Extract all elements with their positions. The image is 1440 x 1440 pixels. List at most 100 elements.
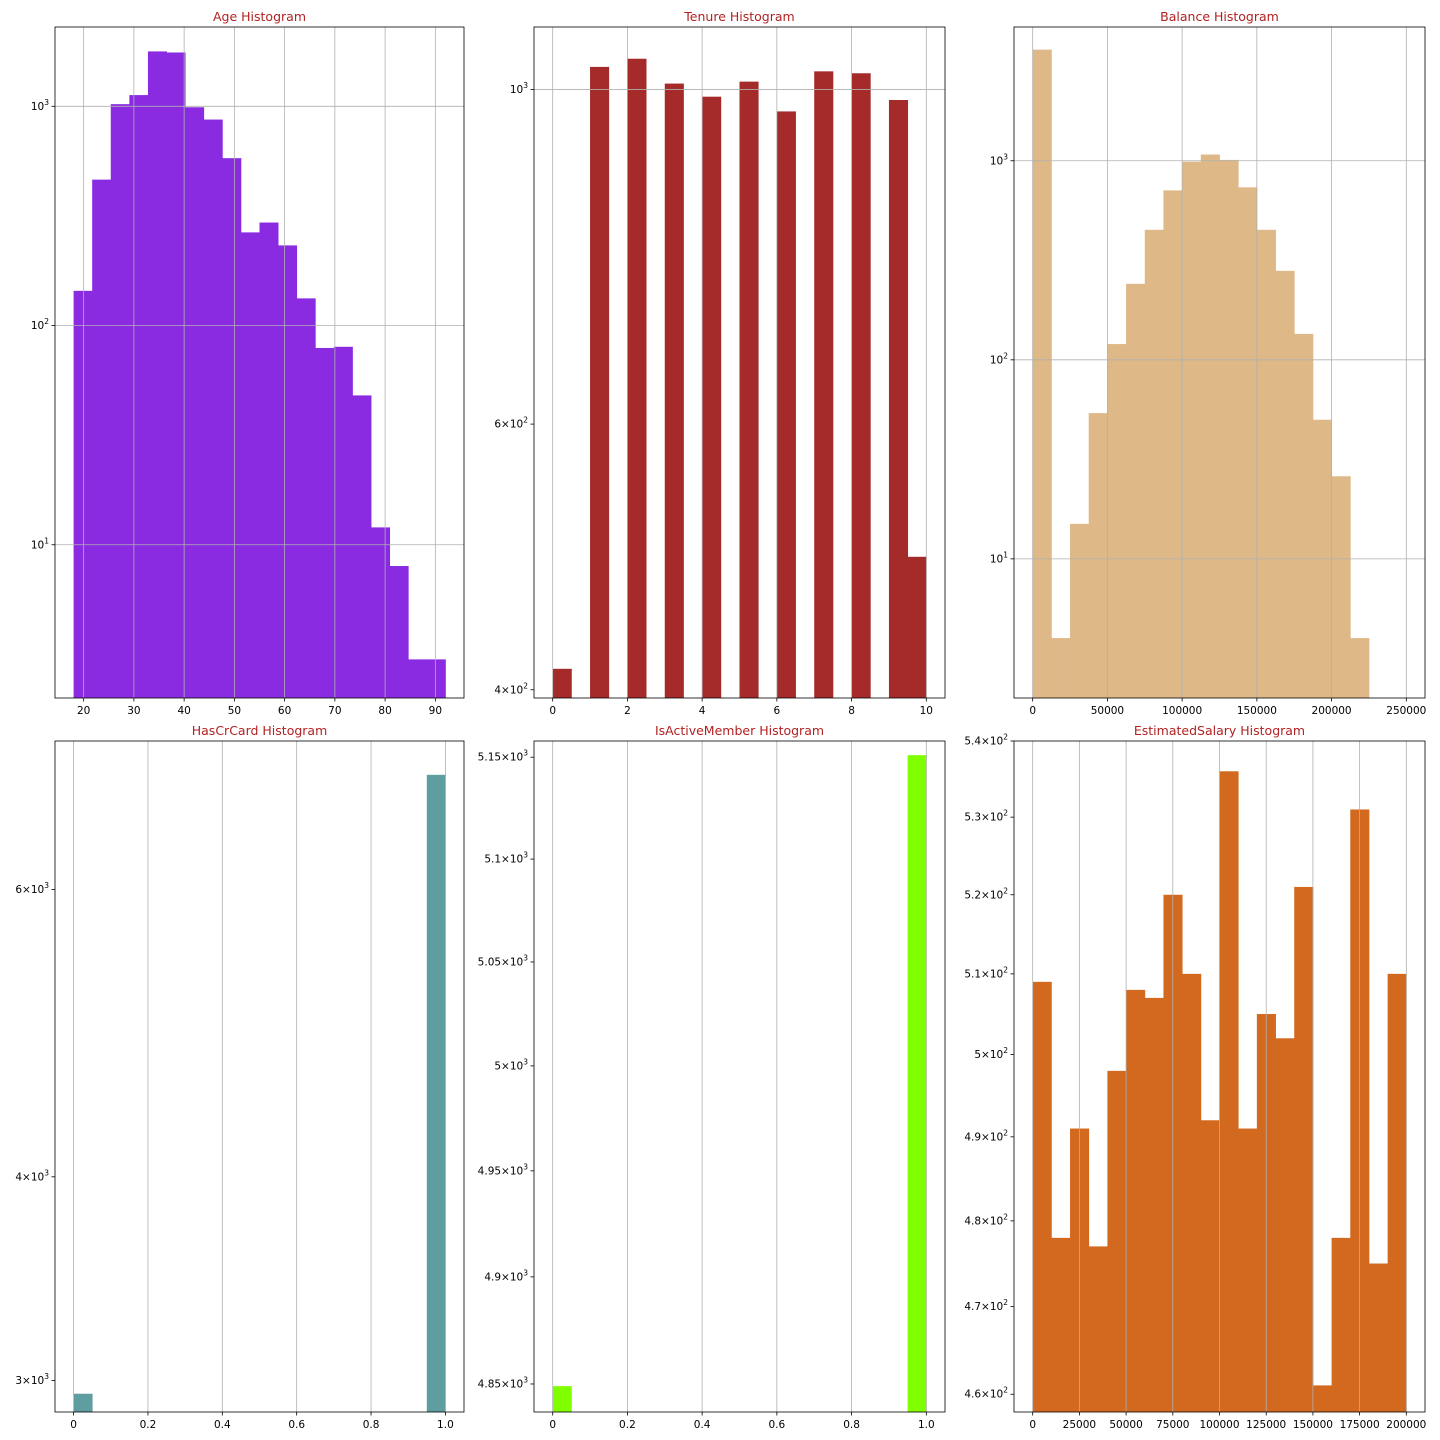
x-tick-label: 0.4 (214, 1419, 231, 1431)
histogram-bar (426, 774, 446, 1412)
x-tick-label: 0 (1029, 1419, 1036, 1431)
x-tick-label: 4 (699, 705, 706, 717)
histogram-bar (851, 73, 871, 699)
y-tick-label: 3×103 (15, 1372, 49, 1387)
y-tick-label: 5×103 (494, 1057, 528, 1072)
histogram-bar (147, 51, 167, 698)
histogram-bar (552, 1386, 572, 1412)
y-tick-label: 6×103 (15, 881, 49, 896)
histogram-bar (1200, 154, 1220, 699)
histogram-panel: 0 0.2 0.4 0.6 0.8 1.0 4.85×103 4.9×103 4.95×103 5… (478, 723, 946, 1431)
histogram-bar (888, 100, 909, 699)
x-tick-label: 30 (127, 705, 140, 717)
histogram-bar (776, 111, 796, 698)
x-tick-label: 100000 (1162, 705, 1202, 717)
axes-frame (54, 740, 465, 1413)
x-tick-label: 0.2 (140, 1419, 157, 1431)
y-tick-label: 4.85×103 (478, 1375, 529, 1390)
x-tick-label: 50 (228, 705, 241, 717)
x-tick-label: 0 (549, 1419, 556, 1431)
axes-frame (54, 26, 465, 699)
histogram-bar (1331, 476, 1351, 698)
x-tick-label: 0.8 (843, 1419, 860, 1431)
histogram-bar (278, 245, 298, 698)
y-tick-label: 5×102 (974, 1046, 1008, 1061)
x-tick-label: 8 (848, 705, 855, 717)
y-tick-label: 4.8×102 (964, 1212, 1008, 1227)
axes-frame (1013, 26, 1426, 699)
panel-title: Tenure Histogram (683, 9, 794, 24)
histogram-bar (1275, 270, 1295, 698)
x-tick-label: 175000 (1340, 1419, 1380, 1431)
histogram-bar (1088, 413, 1108, 698)
histogram-panel: 0 50000 100000 150000 200000 250000 101 102 103 B… (990, 9, 1427, 717)
histogram-bar (814, 71, 834, 699)
histogram-bar (1294, 333, 1314, 698)
histogram-bar (907, 755, 927, 1412)
histogram-bar (73, 290, 93, 698)
histogram-bar (1275, 1038, 1295, 1412)
histogram-bar (702, 96, 722, 698)
histogram-bar (1312, 1385, 1332, 1412)
histogram-bar (590, 66, 610, 698)
histogram-bar (92, 179, 112, 698)
y-tick-label: 4.7×102 (964, 1298, 1008, 1313)
axes-frame (533, 740, 946, 1413)
histogram-panel: 0 2 4 6 8 10 4×102 6×102 103 Tenure Histogram (494, 9, 946, 717)
histogram-bar (1256, 229, 1276, 698)
panel-title: Balance Histogram (1160, 9, 1279, 24)
histogram-bar (426, 659, 446, 698)
x-tick-label: 1.0 (437, 1419, 454, 1431)
histogram-bar (389, 566, 409, 698)
histogram-bar (1126, 989, 1146, 1412)
x-tick-label: 50000 (1091, 705, 1124, 717)
histogram-bar (1387, 973, 1407, 1412)
histogram-bar (1051, 1237, 1071, 1412)
histogram-bar (1070, 523, 1090, 698)
panel-title: IsActiveMember Histogram (655, 723, 824, 738)
x-tick-label: 250000 (1386, 705, 1426, 717)
histogram-panel: 0 25000 50000 75000 100000 125000 150000 175000… (964, 723, 1426, 1431)
y-tick-label: 5.05×103 (478, 953, 529, 968)
histogram-bar (1032, 49, 1052, 699)
y-tick-label: 5.1×103 (484, 851, 528, 866)
x-tick-label: 75000 (1156, 1419, 1189, 1431)
x-tick-label: 0 (70, 1419, 77, 1431)
axes-frame (533, 26, 946, 699)
histogram-bar (1051, 638, 1071, 698)
histogram-bar (1238, 187, 1258, 699)
y-tick-label: 4×102 (494, 681, 528, 696)
y-tick-label: 4×103 (15, 1168, 49, 1183)
x-tick-label: 90 (429, 705, 442, 717)
histogram-bar (1144, 997, 1164, 1412)
x-tick-label: 200000 (1386, 1419, 1426, 1431)
x-tick-label: 25000 (1063, 1419, 1096, 1431)
histogram-bar (1126, 283, 1146, 698)
histogram-bar (1107, 1070, 1127, 1412)
y-tick-label: 101 (31, 536, 49, 551)
y-tick-label: 101 (990, 550, 1008, 565)
histogram-bar (185, 107, 205, 699)
histogram-bar (1238, 1128, 1258, 1412)
histogram-bar (1032, 981, 1052, 1412)
x-tick-label: 80 (378, 705, 391, 717)
histogram-bar (129, 95, 149, 698)
histogram-bar (110, 104, 130, 699)
histogram-bar (739, 81, 759, 698)
x-tick-label: 125000 (1246, 1419, 1286, 1431)
histogram-bar (1219, 159, 1239, 699)
x-tick-label: 40 (177, 705, 190, 717)
x-tick-label: 200000 (1312, 705, 1352, 717)
histogram-panel: 0 0.2 0.4 0.6 0.8 1.0 3×103 4×103 6×103 HasCrCard… (15, 723, 465, 1431)
histogram-bar (552, 668, 572, 698)
y-tick-label: 4.9×103 (484, 1268, 528, 1283)
x-tick-label: 0.8 (363, 1419, 380, 1431)
x-tick-label: 0.6 (288, 1419, 305, 1431)
histogram-bar (1088, 1246, 1108, 1412)
x-tick-label: 150000 (1293, 1419, 1333, 1431)
x-tick-label: 0.6 (769, 1419, 786, 1431)
panel-title: Age Histogram (213, 9, 306, 24)
histogram-bar (627, 58, 647, 698)
panel-title: EstimatedSalary Histogram (1134, 723, 1305, 738)
y-tick-label: 103 (31, 98, 49, 113)
